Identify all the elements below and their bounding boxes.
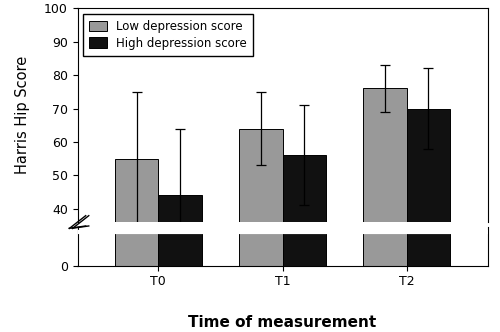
Bar (158, 195, 202, 332)
Bar (158, 233, 202, 266)
Bar (406, 109, 450, 332)
Bar (115, 159, 158, 332)
Bar (239, 128, 282, 332)
Bar (115, 233, 158, 266)
Bar (364, 233, 406, 266)
Y-axis label: Harris Hip Score: Harris Hip Score (16, 56, 30, 174)
Bar (282, 233, 326, 266)
Bar (282, 155, 326, 332)
Bar (364, 88, 406, 332)
Bar (239, 233, 282, 266)
Legend: Low depression score, High depression score: Low depression score, High depression sc… (84, 14, 253, 55)
Bar (406, 233, 450, 266)
Text: Time of measurement: Time of measurement (188, 315, 376, 330)
